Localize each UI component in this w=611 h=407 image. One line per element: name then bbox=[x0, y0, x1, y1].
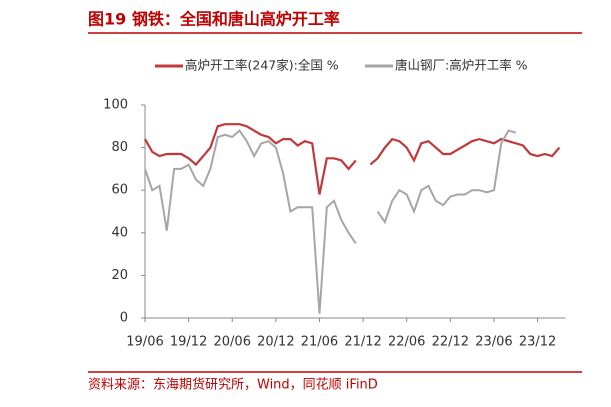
x-tick-label: 22/06 bbox=[388, 335, 425, 350]
x-tick-label: 19/06 bbox=[126, 335, 163, 350]
series-line bbox=[144, 129, 517, 314]
x-tick-label: 21/12 bbox=[344, 335, 381, 350]
y-tick-label: 100 bbox=[103, 98, 128, 113]
series-line bbox=[144, 123, 561, 195]
x-tick-label: 23/06 bbox=[475, 335, 512, 350]
y-tick-label: 0 bbox=[120, 311, 128, 326]
x-tick-label: 22/12 bbox=[432, 335, 469, 350]
chart-title: 图19 钢铁：全国和唐山高炉开工率 bbox=[88, 10, 340, 29]
y-tick-label: 20 bbox=[111, 268, 128, 283]
x-tick-label: 19/12 bbox=[170, 335, 207, 350]
x-tick-label: 23/12 bbox=[519, 335, 556, 350]
source: 资料来源：东海期货研究所，Wind，同花顺 iFinD bbox=[88, 377, 378, 393]
x-tick-label: 20/06 bbox=[214, 335, 251, 350]
y-tick-label: 80 bbox=[111, 140, 128, 155]
x-tick-label: 20/12 bbox=[257, 335, 294, 350]
y-tick-label: 40 bbox=[111, 225, 128, 240]
x-tick-label: 21/06 bbox=[301, 335, 338, 350]
legend-label: 高炉开工率(247家):全国 % bbox=[185, 58, 339, 73]
legend-label: 唐山钢厂:高炉开工率 % bbox=[395, 58, 528, 73]
y-tick-label: 60 bbox=[111, 183, 128, 198]
